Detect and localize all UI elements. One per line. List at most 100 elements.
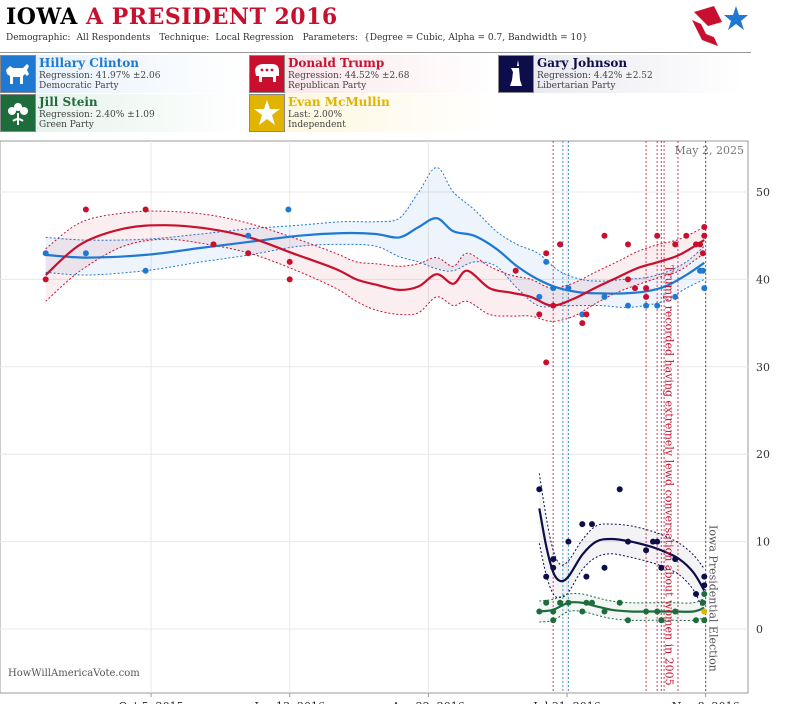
data-point (701, 232, 708, 239)
data-point (601, 608, 608, 615)
legend-regression-value: Regression: 4.42% ±2.52 (537, 71, 653, 81)
data-point (701, 224, 708, 230)
data-point (632, 285, 638, 292)
technique-value: Local Regression (215, 33, 294, 43)
data-point (579, 320, 586, 327)
donkey-icon (0, 55, 36, 93)
data-point (683, 232, 690, 239)
demographic-label: Demographic: (6, 33, 71, 43)
elephant-icon (249, 55, 285, 93)
parameters-label: Parameters: (302, 33, 359, 43)
page-title: IOWA A PRESIDENT 2016 (6, 4, 338, 30)
data-point (565, 285, 572, 292)
data-point (701, 617, 708, 624)
data-point (672, 241, 679, 248)
data-point (543, 573, 550, 580)
data-point (565, 538, 572, 545)
data-point (583, 573, 590, 580)
data-point (583, 599, 590, 606)
data-point (699, 250, 706, 257)
data-point (693, 591, 699, 597)
data-point (643, 302, 650, 309)
data-point (643, 547, 650, 554)
data-point (625, 538, 631, 545)
data-point (701, 285, 708, 292)
data-point (672, 293, 679, 300)
technique-label: Technique: (159, 33, 210, 43)
legend-regression-value: Regression: 44.52% ±2.68 (288, 71, 410, 81)
legend-regression-value: Regression: 2.40% ±1.09 (39, 110, 155, 120)
star-icon (249, 94, 285, 132)
header-divider (0, 52, 751, 53)
legend-item: Donald Trump Regression: 44.52% ±2.68 Repu… (249, 55, 493, 93)
title-state: IOWA (6, 4, 78, 30)
data-point (543, 599, 550, 606)
legend-party: Libertarian Party (537, 81, 616, 91)
trend-line (539, 601, 705, 613)
data-point (82, 250, 89, 257)
chart-date-label: May 2, 2025 (674, 144, 744, 157)
legend-item: Evan McMullin Last: 2.00% Independent (249, 94, 493, 132)
y-tick-label: 20 (756, 448, 770, 461)
band-upper-line (539, 593, 705, 604)
data-point (658, 564, 665, 571)
band-lower-line (538, 543, 705, 613)
data-point (42, 276, 49, 283)
data-point (579, 311, 586, 318)
confidence-band (45, 211, 705, 322)
watermark: HowWillAmericaVote.com (8, 668, 140, 679)
confidence-band (539, 594, 705, 622)
data-point (245, 250, 252, 257)
x-tick-label: Nov 8, 2016 (672, 700, 740, 704)
data-point (654, 608, 661, 615)
data-point (650, 538, 656, 545)
data-point (286, 276, 293, 283)
legend-candidate-name: Evan McMullin (288, 95, 390, 109)
x-tick-label: Apr 22, 2016 (391, 700, 465, 704)
data-point (658, 617, 665, 624)
site-logo-icon (692, 6, 748, 46)
y-tick-label: 10 (756, 536, 770, 549)
chart-parameters: Demographic: All Respondents Technique: Lo… (6, 33, 594, 43)
chart: 0 10 20 30 40 50 Oct 5, 2015 Jan 13, 2016 Apr 22… (0, 140, 770, 704)
data-point (693, 241, 699, 248)
data-point (583, 311, 590, 318)
data-point (579, 608, 586, 615)
data-point (643, 293, 650, 300)
statue-of-liberty-icon (498, 55, 534, 93)
data-point (625, 276, 631, 283)
trend-line (538, 508, 706, 592)
data-point (550, 556, 557, 563)
y-tick-label: 0 (756, 623, 763, 636)
data-point (616, 486, 623, 493)
data-point (550, 617, 557, 624)
band-upper-line (538, 473, 705, 570)
data-point (654, 538, 661, 545)
confidence-band (45, 167, 705, 308)
legend-regression-value: Regression: 41.97% ±2.06 (39, 71, 161, 81)
data-point (543, 359, 550, 366)
data-point (701, 591, 708, 597)
event-annotation: Iowa Presidential Election (707, 525, 720, 672)
legend-candidate-name: Donald Trump (288, 56, 385, 70)
data-point (589, 521, 595, 528)
legend-item: Jill Stein Regression: 2.40% ±1.09 Green P… (0, 94, 244, 132)
legend-candidate-name: Hillary Clinton (39, 56, 139, 70)
data-point (285, 206, 292, 213)
legend-item: Gary Johnson Regression: 4.42% ±2.52 Liber… (498, 55, 742, 93)
data-point (601, 232, 608, 239)
data-point (210, 241, 217, 248)
trend-line (45, 217, 705, 295)
parameters-value: {Degree = Cubic, Alpha = 0.7, Bandwidth … (364, 33, 588, 43)
data-point (245, 232, 252, 239)
data-point (701, 582, 708, 589)
data-point (286, 258, 293, 265)
data-point (589, 599, 595, 606)
data-point (536, 486, 543, 493)
data-point (536, 608, 543, 615)
event-annotation: Trump recorded having extremely lewd con… (662, 265, 675, 686)
confidence-band (539, 473, 705, 613)
data-point (142, 206, 149, 213)
data-point (550, 285, 557, 292)
band-upper-line (45, 166, 705, 282)
